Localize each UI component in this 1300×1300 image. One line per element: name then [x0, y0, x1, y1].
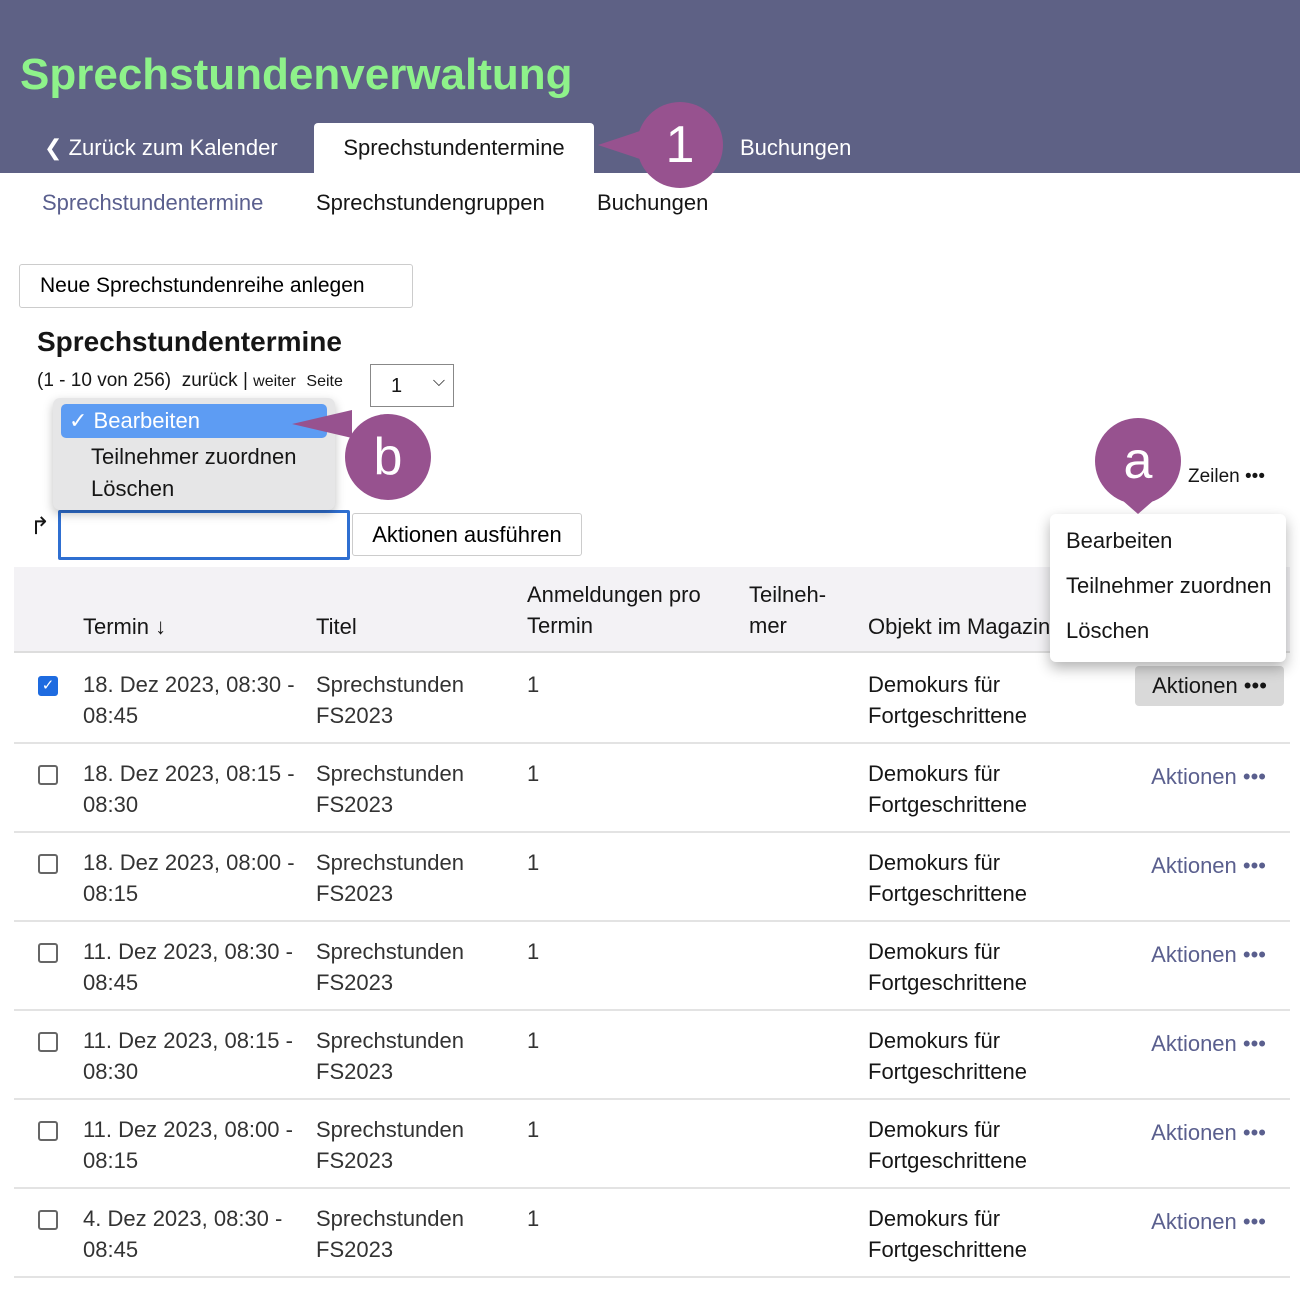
row-object[interactable]: Demokurs für Fortgeschrittene [868, 761, 1027, 817]
option-loeschen[interactable]: Löschen [91, 476, 175, 501]
row-actions-button-open[interactable]: Aktionen ••• [1135, 666, 1284, 706]
app-title: Sprechstundenverwaltung [20, 50, 573, 99]
row-title: Sprechstunden FS2023 [316, 761, 464, 817]
table-row: 11. Dez 2023, 08:30 - 08:45 Sprechstunde… [14, 922, 1290, 1011]
chevron-left-icon: ❮ [44, 135, 63, 160]
rows-menu[interactable]: Zeilen ••• [1188, 466, 1265, 487]
execute-actions-button[interactable]: Aktionen ausführen [352, 513, 582, 556]
page-select[interactable]: 1 ⌵ [370, 364, 454, 407]
pagination: (1 - 10 von 256) zurück | weiter Seite [37, 370, 343, 392]
row-checkbox[interactable] [38, 854, 58, 874]
row-actions-menu: Bearbeiten Teilnehmer zuordnen Löschen [1050, 514, 1286, 662]
bulk-dropdown: ✓ Bearbeiten Teilnehmer zuordnen Löschen [53, 398, 335, 510]
row-object[interactable]: Demokurs für Fortgeschrittene [868, 1206, 1027, 1262]
row-date: 11. Dez 2023, 08:30 - 08:45 [83, 939, 293, 995]
row-title: Sprechstunden FS2023 [316, 850, 464, 906]
separator: | [242, 370, 248, 391]
row-date: 18. Dez 2023, 08:15 - 08:30 [83, 761, 295, 817]
marker-b-pointer [292, 410, 352, 438]
col-teilnehmer[interactable]: Teilneh-mer [749, 582, 827, 638]
row-object[interactable]: Demokurs für Fortgeschrittene [868, 672, 1027, 728]
row-actions-button[interactable]: Aktionen ••• [1151, 942, 1266, 967]
subtab-buchungen[interactable]: Buchungen [597, 190, 709, 215]
row-checkbox[interactable]: ✓ [38, 676, 58, 696]
tab-sprechstundentermine[interactable]: Sprechstundentermine [314, 123, 594, 173]
row-title: Sprechstunden FS2023 [316, 939, 464, 995]
table-row: 18. Dez 2023, 08:00 - 08:15 Sprechstunde… [14, 833, 1290, 922]
list-title: Sprechstundentermine [37, 326, 342, 357]
row-checkbox[interactable] [38, 765, 58, 785]
marker-1-pointer [598, 125, 658, 165]
row-title: Sprechstunden FS2023 [316, 672, 464, 728]
row-registrations: 1 [527, 850, 540, 875]
row-title: Sprechstunden FS2023 [316, 1117, 464, 1173]
prev-link[interactable]: zurück [181, 370, 238, 391]
row-actions-button[interactable]: Aktionen ••• [1151, 1120, 1266, 1145]
tab-buchungen[interactable]: Buchungen [740, 135, 852, 160]
row-checkbox[interactable] [38, 1210, 58, 1230]
back-label: Zurück zum Kalender [68, 135, 278, 160]
page-value: 1 [391, 375, 403, 397]
subtab-gruppen[interactable]: Sprechstundengruppen [316, 190, 545, 215]
table-row: 11. Dez 2023, 08:15 - 08:30 Sprechstunde… [14, 1011, 1290, 1100]
row-actions-button[interactable]: Aktionen ••• [1151, 853, 1266, 878]
col-termin[interactable]: Termin ↓ [83, 614, 167, 639]
row-checkbox[interactable] [38, 1032, 58, 1052]
option-bearbeiten[interactable]: ✓ Bearbeiten [61, 404, 327, 438]
table-row: 18. Dez 2023, 08:15 - 08:30 Sprechstunde… [14, 744, 1290, 833]
menu-item-edit[interactable]: Bearbeiten [1066, 528, 1173, 553]
row-title: Sprechstunden FS2023 [316, 1206, 464, 1262]
row-date: 18. Dez 2023, 08:00 - 08:15 [83, 850, 295, 906]
row-registrations: 1 [527, 1206, 540, 1231]
row-date: 18. Dez 2023, 08:30 - 08:45 [83, 672, 295, 728]
new-series-button[interactable]: Neue Sprechstundenreihe anlegen [19, 264, 413, 308]
row-object[interactable]: Demokurs für Fortgeschrittene [868, 1117, 1027, 1173]
row-object[interactable]: Demokurs für Fortgeschrittene [868, 1028, 1027, 1084]
col-titel[interactable]: Titel [316, 614, 357, 639]
row-registrations: 1 [527, 939, 540, 964]
row-date: 11. Dez 2023, 08:15 - 08:30 [83, 1028, 293, 1084]
col-objekt[interactable]: Objekt im Magazin [868, 614, 1051, 639]
row-object[interactable]: Demokurs für Fortgeschrittene [868, 939, 1027, 995]
row-date: 4. Dez 2023, 08:30 - 08:45 [83, 1206, 283, 1262]
row-actions-button[interactable]: Aktionen ••• [1151, 1031, 1266, 1056]
row-checkbox[interactable] [38, 943, 58, 963]
menu-item-assign[interactable]: Teilnehmer zuordnen [1066, 573, 1272, 598]
row-registrations: 1 [527, 1028, 540, 1053]
back-to-calendar-tab[interactable]: ❮ Zurück zum Kalender [44, 123, 278, 173]
page-label: Seite [306, 373, 343, 390]
table-row: ✓ 18. Dez 2023, 08:30 - 08:45 Sprechstun… [14, 655, 1290, 744]
row-actions-button[interactable]: Aktionen ••• [1151, 764, 1266, 789]
chevron-down-icon: ⌵ [432, 373, 445, 390]
row-registrations: 1 [527, 672, 540, 697]
row-date: 11. Dez 2023, 08:00 - 08:15 [83, 1117, 293, 1173]
table-row: 11. Dez 2023, 08:00 - 08:15 Sprechstunde… [14, 1100, 1290, 1189]
row-object[interactable]: Demokurs für Fortgeschrittene [868, 850, 1027, 906]
bulk-arrow-icon: ↱ [30, 513, 51, 540]
menu-item-delete[interactable]: Löschen [1066, 618, 1150, 643]
row-actions-button[interactable]: Aktionen ••• [1151, 1209, 1266, 1234]
range-text: (1 - 10 von 256) [37, 370, 172, 391]
row-title: Sprechstunden FS2023 [316, 1028, 464, 1084]
marker-b: b [345, 414, 431, 500]
subtab-termine[interactable]: Sprechstundentermine [42, 190, 264, 215]
row-registrations: 1 [527, 761, 540, 786]
row-checkbox[interactable] [38, 1121, 58, 1141]
col-anmeldungen[interactable]: Anmeldungen pro Termin [527, 582, 701, 638]
marker-a-pointer [1122, 500, 1154, 514]
marker-a: a [1095, 418, 1181, 504]
row-registrations: 1 [527, 1117, 540, 1142]
bulk-action-select[interactable] [58, 510, 350, 560]
option-teilnehmer[interactable]: Teilnehmer zuordnen [91, 444, 297, 469]
table-row: 4. Dez 2023, 08:30 - 08:45 Sprechstunden… [14, 1189, 1290, 1278]
next-link[interactable]: weiter [253, 373, 296, 390]
